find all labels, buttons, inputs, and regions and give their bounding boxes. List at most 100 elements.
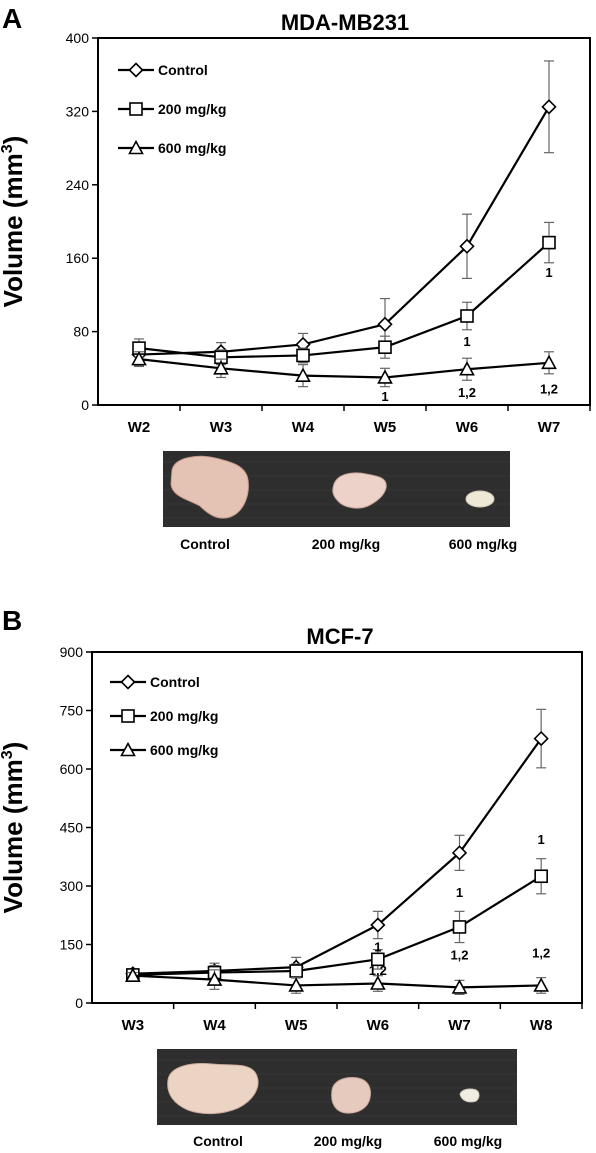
chart-b-ytick-label-0: 0 (75, 995, 83, 1011)
panel-b-letter: B (2, 605, 22, 636)
chart-a-ytick-label-1: 80 (73, 324, 89, 340)
chart-b-series-2 (124, 967, 550, 996)
chart-b-legend-label-0: Control (150, 674, 200, 690)
chart-a-point-1-3 (378, 340, 392, 354)
chart-a-series-2 (131, 350, 557, 388)
tumor-control-b (167, 1063, 259, 1115)
tumor-photo-a: Control 200 mg/kg 600 mg/kg (163, 451, 517, 552)
chart-a-point-2-3 (377, 369, 393, 384)
tumor-600-a (465, 490, 495, 508)
chart-b-annotation-4: 1 (538, 832, 545, 847)
photo-b-label-control: Control (193, 1133, 243, 1149)
chart-a-point-1-4 (460, 309, 474, 323)
photo-a-label-200: 200 mg/kg (312, 536, 380, 552)
chart-a-xtick-label-1: W3 (210, 419, 233, 436)
chart-a-series-1 (132, 221, 556, 366)
tumor-photo-b: Control 200 mg/kg 600 mg/kg (157, 1049, 517, 1149)
chart-a-ytick-label-5: 400 (66, 30, 90, 46)
photo-b-label-200: 200 mg/kg (314, 1133, 382, 1149)
chart-b-series-1 (126, 858, 548, 982)
chart-a-xtick-label-3: W5 (374, 419, 397, 436)
chart-a-legend-label-2: 600 mg/kg (158, 140, 226, 156)
chart-b-point-0-5 (533, 730, 549, 747)
chart-a-legend-label-1: 200 mg/kg (158, 101, 226, 117)
chart-a-ytick-label-0: 0 (81, 397, 89, 413)
chart-b-xtick-label-3: W6 (367, 1017, 390, 1034)
photo-a-label-control: Control (180, 536, 230, 552)
chart-a: MDA-MB231 0 80 160 240 320 400 W2 W3 W4 W5 W6 W7 Volu… (0, 10, 591, 436)
chart-b-legend-label-2: 600 mg/kg (150, 742, 218, 758)
chart-a-point-2-1 (213, 360, 229, 375)
chart-a-legend-label-0: Control (158, 62, 208, 78)
chart-a-annotation-2: 1,2 (458, 385, 476, 400)
photo-b-label-600: 600 mg/kg (434, 1133, 502, 1149)
chart-b-point-0-4 (451, 845, 468, 861)
chart-b-ytick-label-4: 600 (60, 761, 84, 777)
chart-b-ytick-label-1: 150 (60, 937, 84, 953)
chart-a-ytick-label-4: 320 (66, 103, 90, 119)
chart-b-legend-label-1: 200 mg/kg (150, 708, 218, 724)
chart-a-annotation-0: 1 (381, 389, 388, 404)
chart-b-xtick-label-0: W3 (122, 1017, 145, 1034)
chart-a-legend-marker-1 (129, 102, 143, 116)
chart-a-point-0-3 (377, 316, 393, 332)
chart-b-point-1-4 (452, 920, 467, 934)
chart-b-series-line-1 (132, 875, 542, 977)
tumor-control-a (170, 455, 249, 519)
panel-a: A MDA-MB231 0 80 160 240 320 400 W2 W3 W4 W5 W6 W7 Vo… (0, 3, 591, 552)
chart-a-legend-marker-0 (128, 62, 144, 78)
chart-b-ytick-label-3: 450 (60, 820, 84, 836)
chart-b-annotation-3: 1,2 (450, 947, 468, 962)
chart-a-xtick-label-5: W7 (538, 419, 561, 436)
chart-b-plot-frame (91, 651, 583, 1004)
panel-a-letter: A (2, 3, 22, 34)
chart-b-point-2-4 (451, 979, 468, 994)
chart-a-point-1-2 (296, 348, 310, 363)
chart-b-point-2-3 (369, 975, 386, 990)
chart-a-point-1-5 (542, 235, 556, 250)
chart-a-ytick-label-3: 240 (66, 177, 90, 193)
chart-a-annotation-3: 1 (545, 265, 552, 280)
chart-b-point-2-2 (288, 977, 305, 992)
chart-a-xtick-label-4: W6 (456, 419, 479, 436)
chart-b-legend-marker-2 (120, 741, 136, 757)
chart-b-xtick-label-2: W5 (285, 1017, 308, 1034)
chart-b-point-1-3 (371, 952, 385, 967)
chart-a-series-line-0 (138, 106, 550, 356)
chart-b-legend-marker-1 (121, 709, 135, 723)
chart-a-xtick-label-0: W2 (128, 419, 151, 436)
chart-b-annotation-5: 1,2 (532, 945, 550, 960)
chart-b-ytick-label-2: 300 (60, 878, 84, 894)
chart-a-series-line-1 (138, 241, 550, 359)
chart-a-ylabel: Volume (mm3) (0, 136, 28, 308)
chart-a-point-2-2 (295, 367, 311, 382)
chart-b-annotation-0: 1 (374, 939, 381, 954)
chart-b-xtick-label-4: W7 (448, 1017, 471, 1034)
chart-a-point-0-5 (541, 99, 557, 115)
chart-b-ytick-label-6: 900 (60, 644, 84, 660)
tumor-200-a (332, 472, 387, 509)
chart-b-xtick-label-5: W8 (530, 1017, 553, 1034)
chart-a-series-line-2 (138, 358, 550, 379)
tumor-600-b (459, 1088, 480, 1103)
photo-a-label-600: 600 mg/kg (449, 536, 517, 552)
chart-b-point-0-3 (370, 917, 386, 933)
chart-a-plot-frame (97, 37, 591, 406)
panel-b: B MCF-7 0 150 300 450 600 750 900 W3 W4 W5 W6 W7 W8 Vo… (0, 605, 583, 1149)
chart-b-point-2-0 (124, 967, 141, 983)
chart-a-point-2-0 (131, 350, 147, 366)
chart-a-xtick-label-2: W4 (292, 419, 315, 436)
chart-a-ytick-label-2: 160 (66, 250, 90, 266)
chart-b-point-1-2 (289, 964, 303, 978)
chart-b-series-line-2 (132, 974, 542, 989)
chart-a-point-2-4 (459, 361, 475, 376)
chart-b-annotation-1: 1,2 (369, 963, 387, 978)
tumor-200-b (331, 1077, 371, 1114)
chart-b-ylabel: Volume (mm3) (0, 742, 28, 914)
chart-b-ytick-label-5: 750 (60, 703, 84, 719)
chart-b-xtick-label-1: W4 (203, 1017, 226, 1034)
chart-b-title: MCF-7 (306, 624, 373, 649)
chart-b-point-1-5 (534, 869, 548, 884)
chart-a-point-2-5 (541, 354, 557, 370)
